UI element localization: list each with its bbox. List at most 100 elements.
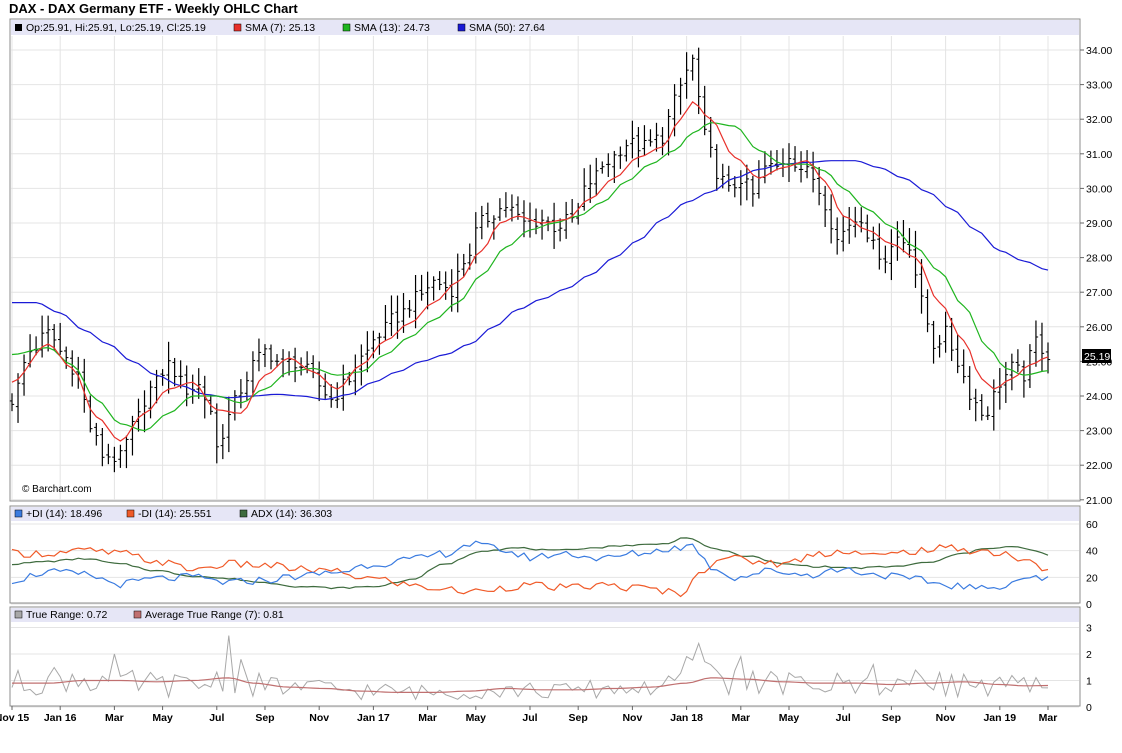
avg-true-range-line	[12, 677, 1049, 694]
ohlc-bar	[816, 166, 822, 206]
x-tick-label: Jan 17	[357, 712, 390, 724]
plus-di-legend-swatch	[14, 509, 23, 518]
ohlc-bar	[985, 406, 990, 421]
ohlc-bar	[660, 127, 665, 156]
ohlc-bar	[636, 127, 641, 168]
ohlc-bar	[853, 206, 858, 238]
sma7-line	[11, 101, 1049, 442]
sma50-legend-swatch	[457, 23, 466, 32]
price-tick-label: 22.00	[1086, 460, 1112, 472]
ohlc-bar	[316, 361, 322, 402]
ohlc-bar	[1039, 322, 1045, 372]
ohlc-bar	[931, 320, 936, 364]
ohlc-bar	[690, 54, 695, 81]
price-tick-label: 33.00	[1086, 80, 1112, 92]
ohlc-bar	[732, 176, 737, 198]
ohlc-bar	[618, 146, 623, 169]
price-tick-label: 23.00	[1086, 426, 1112, 438]
ohlc-bar	[841, 215, 846, 252]
ohlc-bar	[600, 161, 605, 174]
ohlc-bar	[937, 334, 942, 358]
sma7-legend-text: SMA (7): 25.13	[245, 22, 315, 34]
ohlc-bar	[148, 380, 153, 419]
sma13-legend-swatch	[342, 23, 351, 32]
last-price-box	[1082, 349, 1111, 363]
ohlc-bar	[15, 373, 21, 423]
ohlc-bar	[744, 164, 750, 201]
ohlc-bar	[955, 334, 960, 374]
adx-legend-swatch	[239, 509, 248, 518]
x-tick-label: Nov 15	[0, 712, 29, 724]
ohlc-bar	[479, 205, 485, 240]
ohlc-bar	[774, 150, 780, 171]
avg-true-range-legend-text: Average True Range (7): 0.81	[145, 609, 284, 621]
ohlc-bar	[329, 384, 334, 408]
ohlc-bar	[1021, 360, 1027, 398]
x-tick-label: May	[152, 712, 173, 724]
ohlc-bar	[425, 271, 430, 310]
ohlc-bar	[268, 344, 274, 370]
sma13-line	[11, 122, 1049, 432]
sma7-legend-swatch	[233, 23, 242, 32]
x-tick-label: Mar	[731, 712, 750, 724]
price-panel: 34.00 33.00 32.00 31.00 30.00 29.00 28.00 27.00…	[9, 18, 1112, 706]
ohlc-bar	[991, 379, 996, 431]
ohlc-bar	[551, 202, 557, 249]
true-range-panel: 3 2 1 0 True Range: 0.72 Average True Range…	[9, 606, 1092, 714]
dmi-tick-label: 20	[1086, 572, 1098, 584]
ohlc-bar	[124, 435, 129, 469]
ohlc-bar	[1027, 344, 1033, 388]
ohlc-bar	[335, 382, 340, 409]
price-tick-label: 28.00	[1086, 253, 1112, 265]
dmi-plot-area	[9, 505, 1081, 604]
ohlc-bar	[714, 144, 719, 191]
x-tick-label: Sep	[255, 712, 274, 724]
tr-tick-label: 0	[1086, 702, 1092, 714]
dmi-tick-label: 0	[1086, 599, 1092, 611]
ohlc-bar	[822, 185, 828, 228]
ohlc-bar	[100, 427, 105, 467]
ohlc-bar	[112, 446, 117, 473]
x-tick-label: Mar	[1039, 712, 1058, 724]
ohlc-bar	[678, 77, 683, 115]
ohlc-bar	[750, 175, 756, 207]
ohlc-bar	[708, 116, 713, 158]
sma13-legend-text: SMA (13): 24.73	[354, 22, 430, 34]
ohlc-bar	[226, 396, 232, 453]
x-tick-label: May	[466, 712, 487, 724]
ohlc-bar	[582, 168, 587, 211]
ohlc-bar	[539, 209, 545, 240]
ohlc-bar	[250, 351, 256, 398]
ohlc-bar	[365, 331, 370, 373]
ohlc-bar	[461, 253, 466, 277]
ohlc-bar	[256, 338, 262, 372]
ohlc-bar	[1045, 342, 1051, 374]
price-legend: Op:25.91, Hi:25.91, Lo:25.19, Cl:25.19 S…	[15, 22, 545, 34]
ohlc-bar	[919, 259, 924, 314]
ohlc-bar	[45, 315, 51, 352]
ohlc-bar	[341, 364, 346, 411]
ohlc-bar	[437, 271, 442, 291]
ohlc-bar	[298, 357, 304, 376]
ohlc-bar	[810, 151, 816, 193]
x-tick-label: Sep	[569, 712, 588, 724]
dmi-y-axis: 60 40 20 0	[1086, 519, 1098, 611]
price-tick-label: 21.00	[1086, 495, 1112, 507]
price-tick-label: 32.00	[1086, 114, 1112, 126]
ohlc-bar	[1009, 353, 1015, 391]
ohlc-bar	[497, 198, 503, 221]
ohlc-legend-text: Op:25.91, Hi:25.91, Lo:25.19, Cl:25.19	[26, 22, 206, 34]
dmi-panel: 60 40 20 0 +DI (14): 18.496 -DI (14): 25.55…	[9, 505, 1098, 611]
ohlc-bar	[130, 415, 135, 456]
ohlc-bar	[630, 120, 635, 159]
ohlc-bar	[118, 444, 123, 468]
price-tick-label: 29.00	[1086, 218, 1112, 230]
ohlc-bar	[21, 354, 27, 396]
avg-true-range-legend-swatch	[133, 610, 142, 619]
ohlc-bar	[726, 165, 731, 192]
price-tick-label: 26.00	[1086, 322, 1112, 334]
ohlc-bar	[654, 122, 659, 152]
ohlc-bar	[588, 164, 593, 203]
ohlc-bar	[491, 215, 497, 240]
